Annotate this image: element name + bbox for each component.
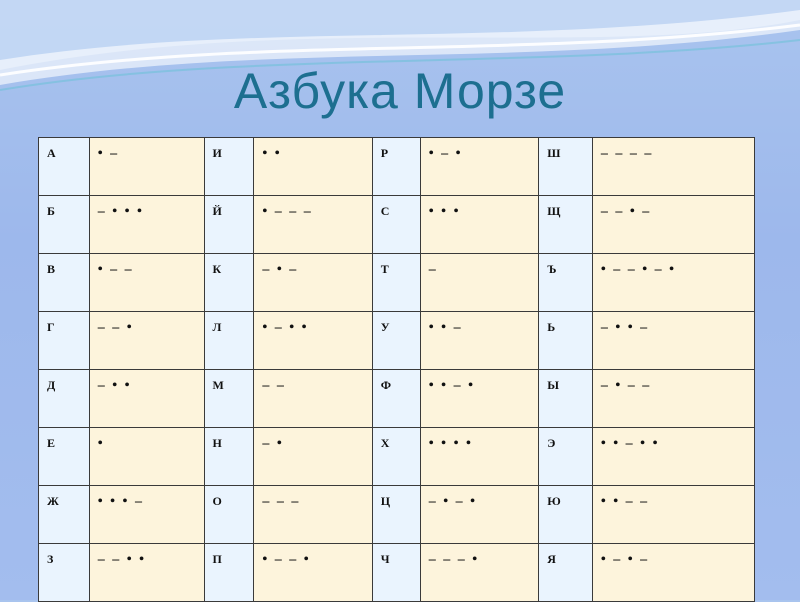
morse-code-cell: • – <box>88 137 205 196</box>
morse-code-cell: • • • <box>419 195 540 254</box>
letter-cell: У <box>371 311 421 370</box>
letter-cell: Ч <box>371 543 421 602</box>
morse-code-cell: – – <box>253 369 373 428</box>
morse-code-cell: – • • <box>88 369 205 428</box>
letter-cell: Д <box>38 369 90 428</box>
letter-cell: Е <box>38 427 90 486</box>
letter-cell: Ф <box>371 369 421 428</box>
morse-code-cell: • – • • <box>253 311 373 370</box>
morse-code-cell: • <box>88 427 205 486</box>
letter-cell: Э <box>538 427 593 486</box>
letter-cell: Ц <box>371 485 421 544</box>
morse-code-cell: • • – <box>419 311 540 370</box>
letter-cell: А <box>38 137 90 196</box>
letter-cell: Ю <box>538 485 593 544</box>
morse-code-cell: • • – – <box>591 485 756 544</box>
letter-cell: Г <box>38 311 90 370</box>
table-row: З – – • • П • – – • Ч – – – • Я • – • – <box>38 543 756 602</box>
morse-code-cell: – – – • <box>419 543 540 602</box>
letter-cell: Б <box>38 195 90 254</box>
morse-code-cell: – • • – <box>591 311 756 370</box>
table-row: Ж • • • – О – – – Ц – • – • Ю • • – – <box>38 485 756 544</box>
morse-code-cell: • – – • – • <box>591 253 756 312</box>
letter-cell: В <box>38 253 90 312</box>
morse-code-cell: • – – – <box>253 195 373 254</box>
table-row: Г – – • Л • – • • У • • – Ь – • • – <box>38 311 756 370</box>
morse-code-cell: • • – • • <box>591 427 756 486</box>
table-row: А • – И • • Р • – • Ш – – – – <box>38 137 756 196</box>
morse-table: А • – И • • Р • – • Ш – – – – Б – • • • Й • – – – С •… <box>38 137 756 602</box>
letter-cell: Ы <box>538 369 593 428</box>
letter-cell: Й <box>203 195 255 254</box>
morse-code-cell: – • – • <box>419 485 540 544</box>
letter-cell: Ь <box>538 311 593 370</box>
morse-code-cell: • – • <box>419 137 540 196</box>
morse-code-cell: • – • – <box>591 543 756 602</box>
letter-cell: Л <box>203 311 255 370</box>
letter-cell: К <box>203 253 255 312</box>
morse-code-cell: – • – – <box>591 369 756 428</box>
letter-cell: Н <box>203 427 255 486</box>
morse-code-cell: • • • – <box>88 485 205 544</box>
page-title: Азбука Морзе <box>233 63 567 119</box>
morse-code-cell: – – • <box>88 311 205 370</box>
morse-code-cell: – <box>419 253 540 312</box>
letter-cell: М <box>203 369 255 428</box>
morse-code-cell: – • • • <box>88 195 205 254</box>
morse-code-cell: – – • • <box>88 543 205 602</box>
table-row: Б – • • • Й • – – – С • • • Щ – – • – <box>38 195 756 254</box>
table-row: Е • Н – • Х • • • • Э • • – • • <box>38 427 756 486</box>
letter-cell: Щ <box>538 195 593 254</box>
table-row: Д – • • М – – Ф • • – • Ы – • – – <box>38 369 756 428</box>
letter-cell: Я <box>538 543 593 602</box>
letter-cell: З <box>38 543 90 602</box>
letter-cell: Р <box>371 137 421 196</box>
letter-cell: Ж <box>38 485 90 544</box>
letter-cell: С <box>371 195 421 254</box>
letter-cell: И <box>203 137 255 196</box>
letter-cell: Т <box>371 253 421 312</box>
morse-code-cell: • – – • <box>253 543 373 602</box>
morse-code-cell: • • – • <box>419 369 540 428</box>
letter-cell: Х <box>371 427 421 486</box>
morse-code-cell: • • • • <box>419 427 540 486</box>
table-row: В • – – К – • – Т – Ъ • – – • – • <box>38 253 756 312</box>
letter-cell: П <box>203 543 255 602</box>
morse-code-cell: – – – <box>253 485 373 544</box>
morse-code-cell: – – – – <box>591 137 756 196</box>
letter-cell: Ш <box>538 137 593 196</box>
decorative-waves <box>0 0 800 91</box>
morse-code-cell: – – • – <box>591 195 756 254</box>
letter-cell: Ъ <box>538 253 593 312</box>
morse-code-cell: – • – <box>253 253 373 312</box>
morse-code-cell: • – – <box>88 253 205 312</box>
morse-code-cell: • • <box>253 137 373 196</box>
morse-code-cell: – • <box>253 427 373 486</box>
letter-cell: О <box>203 485 255 544</box>
